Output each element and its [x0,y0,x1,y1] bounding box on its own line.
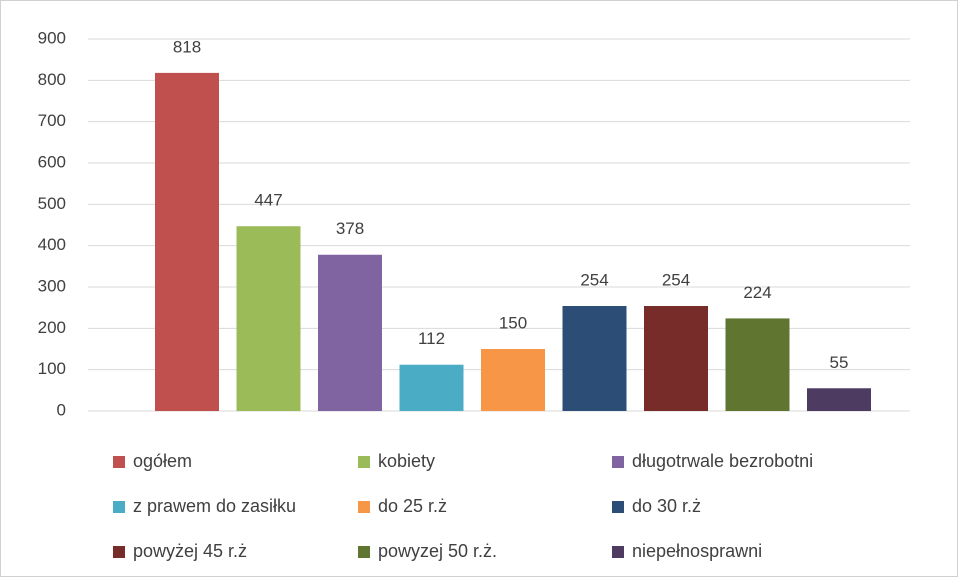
legend-label: kobiety [378,451,435,471]
bar [399,364,464,411]
legend-swatch [612,501,624,513]
legend-swatch [358,501,370,513]
legend-label: powyżej 45 r.ż [133,541,247,561]
bar [481,349,545,411]
bar [725,318,790,411]
y-tick-label: 100 [38,359,66,378]
legend-label: długotrwale bezrobotni [632,451,813,471]
bar [155,72,219,411]
legend-label: z prawem do zasiłku [133,496,296,516]
data-label: 254 [580,270,608,289]
bar [562,306,627,411]
legend-swatch [358,546,370,558]
bar [644,306,708,411]
data-label: 224 [743,283,771,302]
y-tick-label: 900 [38,28,66,47]
legend-label: do 30 r.ż [632,496,701,516]
legend-swatch [113,501,125,513]
bar [318,254,382,411]
data-label: 254 [662,270,690,289]
legend-label: powyzej 50 r.ż. [378,541,497,561]
legend-swatch [612,546,624,558]
data-label: 378 [336,219,364,238]
data-label: 447 [254,191,282,210]
legend-label: niepełnosprawni [632,541,762,561]
legend-label: do 25 r.ż [378,496,447,516]
legend-label: ogółem [133,451,192,471]
y-tick-label: 800 [38,70,66,89]
legend-swatch [113,546,125,558]
y-tick-label: 700 [38,111,66,130]
legend-swatch [612,456,624,468]
y-tick-label: 200 [38,318,66,337]
legend-swatch [113,456,125,468]
data-label: 55 [830,353,849,372]
data-label: 150 [499,313,527,332]
y-tick-label: 400 [38,235,66,254]
y-tick-label: 600 [38,152,66,171]
bar [807,388,871,411]
data-label: 818 [173,37,201,56]
data-label: 112 [418,329,445,348]
legend-swatch [358,456,370,468]
y-tick-label: 500 [38,194,66,213]
bar [236,226,301,411]
y-tick-label: 300 [38,276,66,295]
y-tick-label: 0 [57,400,66,419]
